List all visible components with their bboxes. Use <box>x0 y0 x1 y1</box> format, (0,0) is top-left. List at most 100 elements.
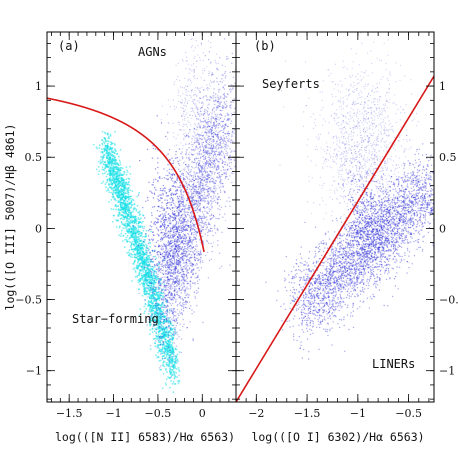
data-point <box>172 281 174 283</box>
data-point <box>157 275 159 278</box>
data-point <box>134 271 137 273</box>
data-point <box>162 309 165 311</box>
data-point <box>184 206 186 208</box>
data-point <box>120 221 123 224</box>
data-point <box>227 145 229 147</box>
data-point <box>185 251 187 253</box>
data-point <box>202 213 205 215</box>
data-point <box>127 231 129 234</box>
data-point <box>108 151 110 154</box>
data-point <box>194 282 196 284</box>
data-point <box>108 135 110 138</box>
data-point <box>195 115 197 117</box>
data-point <box>178 278 180 280</box>
data-point <box>201 191 203 193</box>
data-point <box>170 359 173 361</box>
data-point <box>227 118 229 121</box>
data-point <box>219 179 222 182</box>
data-point <box>118 181 120 184</box>
data-point <box>218 153 220 155</box>
data-point <box>142 214 145 217</box>
data-point <box>148 248 151 251</box>
data-point <box>140 246 143 249</box>
data-point <box>221 109 223 112</box>
data-point <box>125 236 128 239</box>
data-point <box>189 253 191 255</box>
data-point <box>213 164 215 166</box>
data-point <box>202 114 205 116</box>
data-point <box>140 276 143 279</box>
data-point <box>201 167 203 169</box>
data-point <box>224 141 227 143</box>
data-point <box>182 202 185 204</box>
data-point <box>178 351 181 353</box>
data-point <box>199 217 201 219</box>
data-point <box>202 177 204 179</box>
data-point <box>183 301 185 304</box>
data-point <box>237 130 238 131</box>
data-point <box>115 226 118 228</box>
data-point <box>173 210 176 213</box>
data-point <box>137 279 140 282</box>
data-point <box>118 226 121 229</box>
data-point <box>173 328 176 331</box>
data-point <box>110 191 113 194</box>
data-point <box>159 207 161 209</box>
data-point <box>154 278 156 280</box>
data-point <box>204 126 207 128</box>
data-point <box>210 258 212 260</box>
data-point <box>133 221 136 224</box>
data-point <box>169 328 172 331</box>
data-point <box>125 197 128 199</box>
data-point <box>211 207 213 209</box>
data-point <box>107 166 109 169</box>
data-point <box>142 255 145 258</box>
data-point <box>146 244 148 247</box>
data-point <box>148 333 151 336</box>
data-point <box>166 316 168 319</box>
data-point <box>159 210 161 213</box>
data-point <box>175 333 177 335</box>
data-point <box>210 217 212 220</box>
data-point <box>224 144 227 146</box>
data-point <box>160 291 163 293</box>
data-point <box>144 299 147 301</box>
data-point <box>213 178 215 180</box>
data-point <box>186 280 188 283</box>
data-point <box>207 107 209 109</box>
data-point <box>216 160 219 162</box>
data-point <box>217 229 219 231</box>
data-point <box>203 188 205 191</box>
data-point <box>198 215 200 217</box>
data-point <box>148 308 151 311</box>
data-point <box>209 162 211 164</box>
data-point <box>113 214 116 217</box>
data-point <box>222 87 224 89</box>
data-point <box>106 133 109 136</box>
data-point <box>202 186 204 188</box>
data-point <box>217 127 220 129</box>
data-point <box>202 199 205 202</box>
data-point <box>196 267 198 269</box>
data-point <box>182 235 184 237</box>
data-point <box>191 192 193 194</box>
data-point <box>203 187 205 189</box>
data-point <box>125 230 128 233</box>
data-point <box>160 321 162 323</box>
data-point <box>230 84 232 86</box>
data-point <box>230 120 233 122</box>
data-point <box>223 139 226 141</box>
data-point <box>143 288 146 291</box>
data-point <box>177 382 180 385</box>
data-point <box>225 142 228 144</box>
data-point <box>116 194 119 196</box>
data-point <box>137 226 140 229</box>
data-point <box>213 154 215 156</box>
data-point <box>212 234 214 237</box>
data-point <box>160 368 163 371</box>
data-point <box>165 353 168 356</box>
data-point <box>215 179 217 181</box>
data-point <box>210 119 212 121</box>
data-point <box>162 373 165 375</box>
